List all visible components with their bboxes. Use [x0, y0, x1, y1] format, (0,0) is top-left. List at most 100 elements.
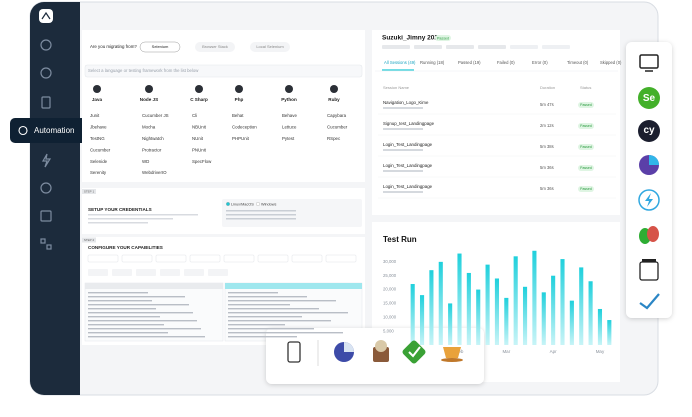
session-name[interactable]: Signup_test_Landingpage [383, 121, 435, 126]
select-box[interactable] [257, 254, 289, 263]
session-tab[interactable]: Timeout (0) [567, 60, 589, 65]
bar [588, 281, 593, 345]
language-name[interactable]: Python [281, 97, 297, 102]
select-box[interactable] [189, 254, 221, 263]
radio[interactable] [225, 201, 230, 206]
language-icon[interactable] [285, 85, 293, 93]
nav-icon[interactable] [40, 67, 52, 79]
session-tab[interactable]: Failed (0) [497, 60, 515, 65]
search-placeholder: Select a language or testing framework f… [88, 68, 199, 73]
toolbar-button[interactable] [88, 269, 108, 276]
session-name[interactable]: Navigation_Logo_Kime [383, 100, 429, 105]
language-name[interactable]: Node JS [140, 97, 158, 102]
nav-icon[interactable] [40, 210, 52, 222]
session-name[interactable]: Login_Test_Landingpage [383, 142, 433, 147]
select-box[interactable] [155, 254, 187, 263]
meta-item [382, 45, 410, 49]
x-tick-label: May [596, 349, 605, 354]
nav-icon[interactable] [41, 96, 51, 109]
framework-name[interactable]: Pytest [282, 136, 295, 141]
framework-name[interactable]: Cli [192, 113, 197, 118]
migration-option-label[interactable]: Selenium [152, 44, 169, 49]
toolbar-button[interactable] [160, 269, 180, 276]
language-name[interactable]: Java [92, 97, 103, 102]
framework-name[interactable]: Serenity [90, 170, 107, 175]
android-icon[interactable] [373, 347, 389, 362]
session-name[interactable]: Login_Test_Landingpage [383, 184, 433, 189]
nav-icon[interactable] [41, 153, 52, 168]
framework-name[interactable]: SpecFlow [192, 159, 212, 164]
selenium-icon[interactable] [638, 87, 660, 109]
framework-name[interactable]: WD [142, 159, 149, 164]
framework-name[interactable]: Lettuce [282, 125, 297, 130]
language-icon[interactable] [330, 85, 338, 93]
language-name[interactable]: C Sharp [190, 97, 208, 102]
framework-name[interactable]: Selenide [90, 159, 108, 164]
framework-name[interactable]: TestNG [90, 136, 105, 141]
jar-icon[interactable] [639, 261, 659, 281]
logo-mark [41, 11, 51, 20]
session-tab[interactable]: Skipped (0) [600, 60, 622, 65]
framework-name[interactable]: Nightwatch [142, 136, 164, 141]
session-tab[interactable]: Error (0) [532, 60, 548, 65]
language-icon[interactable] [195, 85, 203, 93]
toolbar-button[interactable] [112, 269, 132, 276]
search-box[interactable] [84, 64, 363, 78]
session-name[interactable]: Login_Test_Landingpage [383, 163, 433, 168]
framework-name[interactable]: Codeception [232, 125, 257, 130]
framework-name[interactable]: Cucumber JS [142, 113, 169, 118]
framework-name[interactable]: NBUnit [192, 125, 207, 130]
migration-option[interactable] [195, 42, 235, 52]
bar [476, 289, 481, 345]
phone-icon[interactable] [287, 341, 301, 363]
os-option[interactable]: Linux/MacOS [231, 202, 254, 206]
desktop-icon[interactable] [639, 54, 659, 69]
language-name[interactable]: Ruby [328, 97, 340, 102]
language-icon[interactable] [93, 85, 101, 93]
teacup-icon[interactable] [443, 347, 461, 358]
nav-icon[interactable] [40, 39, 52, 51]
nav-icon[interactable] [40, 182, 52, 194]
framework-name[interactable]: Capybara [327, 113, 347, 118]
session-tab[interactable]: Passed (19) [458, 60, 481, 65]
framework-name[interactable]: Behat [232, 113, 244, 118]
migration-option-label[interactable]: Local Selenium [256, 44, 284, 49]
cypress-icon[interactable] [638, 120, 660, 142]
os-option[interactable]: Windows [261, 202, 277, 206]
toolbar-button[interactable] [208, 269, 228, 276]
select-box[interactable] [325, 254, 357, 263]
select-box[interactable] [223, 254, 255, 263]
language-icon[interactable] [145, 85, 153, 93]
framework-name[interactable]: PHPUnit [232, 136, 250, 141]
framework-name[interactable]: NUnit [192, 136, 204, 141]
logo[interactable] [39, 9, 53, 23]
nav-icon[interactable] [46, 244, 52, 250]
check-badge[interactable] [401, 339, 426, 364]
framework-name[interactable]: WebdriverIO [142, 170, 167, 175]
framework-name[interactable]: Protractor [142, 147, 162, 152]
framework-name[interactable]: Cucumber [327, 125, 348, 130]
migration-option[interactable] [250, 42, 290, 52]
framework-name[interactable]: Junit [90, 113, 100, 118]
session-tab[interactable]: Running (18) [420, 60, 445, 65]
framework-name[interactable]: Behave [282, 113, 297, 118]
toolbar-button[interactable] [136, 269, 156, 276]
framework-name[interactable]: RSpec [327, 136, 341, 141]
framework-name[interactable]: Cucumber [90, 147, 111, 152]
select-box[interactable] [291, 254, 323, 263]
migration-option-label[interactable]: Browser Stack [202, 44, 228, 49]
language-name[interactable]: Php [235, 97, 244, 102]
check-icon[interactable] [639, 293, 660, 310]
select-box[interactable] [121, 254, 153, 263]
automation-pill[interactable] [10, 118, 96, 143]
framework-name[interactable]: Mocha [142, 125, 156, 130]
framework-name[interactable]: Jbehave [90, 125, 107, 130]
migration-option[interactable] [139, 41, 181, 53]
toolbar-button[interactable] [184, 269, 204, 276]
select-box[interactable] [87, 254, 119, 263]
session-tab[interactable]: All Sessions (49) [384, 60, 416, 65]
radio[interactable] [256, 201, 261, 206]
language-icon[interactable] [235, 85, 243, 93]
nav-icon[interactable] [40, 238, 46, 244]
framework-name[interactable]: PNUnit [192, 147, 207, 152]
